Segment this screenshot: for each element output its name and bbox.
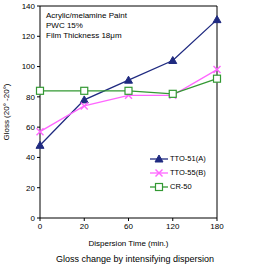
html-text:TTO-51(A): TTO-51(A): [170, 154, 206, 163]
html-text:TTO-55(B): TTO-55(B): [170, 168, 206, 177]
svg-text:40: 40: [26, 153, 35, 162]
svg-text:120: 120: [166, 222, 180, 231]
svg-text:60: 60: [124, 222, 133, 231]
html-text:Film Thickness 18μm: Film Thickness 18μm: [46, 31, 122, 40]
svg-text:20: 20: [26, 184, 35, 193]
html-text:Acrylic/melamine Paint: Acrylic/melamine Paint: [46, 11, 127, 20]
svg-text:Dispersion Time (min.): Dispersion Time (min.): [88, 239, 168, 248]
svg-text:140: 140: [22, 2, 36, 11]
svg-text:180: 180: [210, 222, 224, 231]
svg-text:60: 60: [26, 123, 35, 132]
svg-text:100: 100: [22, 62, 36, 71]
html-text:CR-50: CR-50: [170, 182, 192, 191]
svg-text:120: 120: [22, 32, 36, 41]
html-text:PWC 15%: PWC 15%: [46, 21, 83, 30]
svg-text:20: 20: [80, 222, 89, 231]
html-text:Gloss change by intensifying d: Gloss change by intensifying dispersion: [56, 254, 214, 264]
svg-text:80: 80: [26, 93, 35, 102]
svg-text:Gloss (20° -20°): Gloss (20° -20°): [8, 83, 11, 140]
svg-text:0: 0: [31, 214, 36, 223]
svg-text:0: 0: [38, 222, 43, 231]
